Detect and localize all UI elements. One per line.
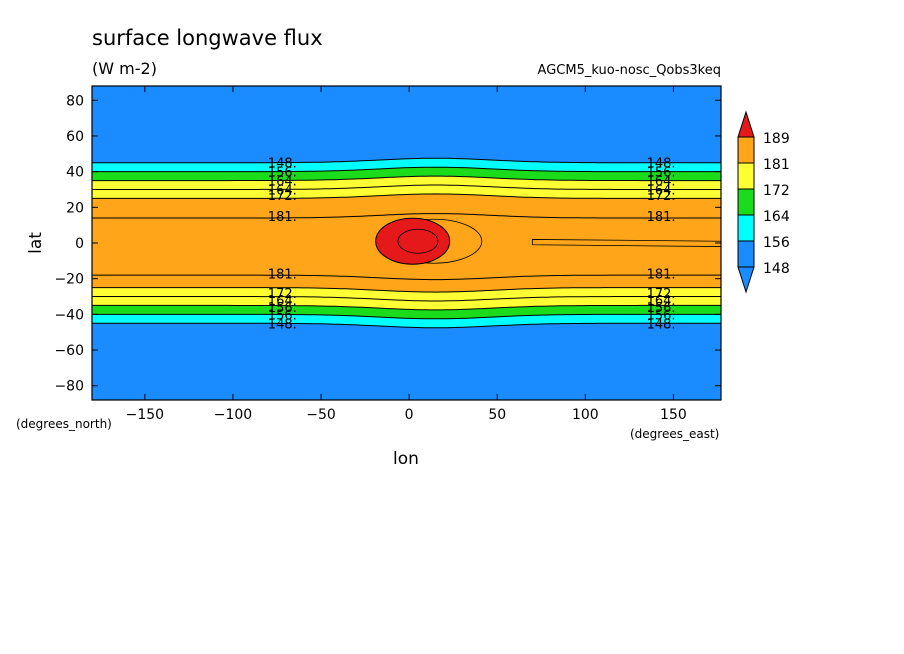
contour-label: 148. xyxy=(268,317,297,332)
contour-label: 156. xyxy=(268,166,297,181)
chart-units: (W m-2) xyxy=(92,59,157,78)
y-tick-label: −20 xyxy=(54,272,84,288)
contour-line xyxy=(92,313,721,320)
contour-label: 148. xyxy=(647,157,676,172)
contour-label: 164. xyxy=(647,294,676,309)
colorbar-arrow-top xyxy=(737,110,755,138)
contour-line xyxy=(92,175,721,182)
max-region xyxy=(375,217,451,265)
colorbar: 189 181 172 164 156 148 xyxy=(737,110,790,294)
x-tick-label: 150 xyxy=(660,407,687,423)
colorbar-label: 156 xyxy=(763,235,790,251)
x-tick-label: −50 xyxy=(306,407,336,423)
y-axis-unit: (degrees_north) xyxy=(16,417,112,431)
x-axis-label: lon xyxy=(393,449,419,469)
run-label: AGCM5_kuo-nosc_Qobs3keq xyxy=(538,63,721,78)
contour-label: 172. xyxy=(268,287,297,302)
contour-label: 148. xyxy=(647,317,676,332)
x-tick-label: 0 xyxy=(405,407,414,423)
y-tick-label: 80 xyxy=(66,93,84,109)
x-tick-label: 100 xyxy=(572,407,599,423)
y-tick-label: −60 xyxy=(54,343,84,359)
contour-label: 172. xyxy=(647,287,676,302)
colorbar-segment xyxy=(737,188,755,216)
contour-label: 148. xyxy=(268,157,297,172)
contour-label: 172. xyxy=(268,189,297,204)
plot-area: 148.156.164.164.172.181.181.172.164.156.… xyxy=(92,86,721,400)
colorbar-arrow-bottom xyxy=(737,266,755,294)
contour-label: 181. xyxy=(647,210,676,225)
colorbar-label: 189 xyxy=(763,131,790,147)
x-axis-unit: (degrees_east) xyxy=(630,427,719,441)
contour-label: 181. xyxy=(268,210,297,225)
contour-line xyxy=(397,228,439,254)
colorbar-label: 172 xyxy=(763,183,790,199)
x-tick-label: −100 xyxy=(214,407,252,423)
contour-line xyxy=(92,322,721,329)
contour-label: 164. xyxy=(268,183,297,198)
contour-line xyxy=(92,184,721,190)
contour-label: 156. xyxy=(268,301,297,316)
x-tick-label: −150 xyxy=(126,407,164,423)
contour-line xyxy=(92,166,721,173)
contour-line xyxy=(92,274,721,281)
contour-line xyxy=(92,157,721,164)
contour-label: 164. xyxy=(647,183,676,198)
colorbar-segment xyxy=(737,240,755,268)
x-axis-ticks: −150 −100 −50 0 50 100 150 xyxy=(126,86,687,423)
y-tick-label: 20 xyxy=(66,200,84,216)
contour-line xyxy=(532,239,721,247)
colorbar-segment xyxy=(737,214,755,242)
x-tick-label: 50 xyxy=(488,407,506,423)
y-tick-label: 40 xyxy=(66,165,84,181)
contour-line xyxy=(92,193,721,199)
colorbar-label: 148 xyxy=(763,261,790,277)
contour-label: 181. xyxy=(647,267,676,282)
contour-line xyxy=(92,213,721,219)
chart-title: surface longwave flux xyxy=(92,26,323,50)
y-axis-ticks: −80 −60 −40 −20 0 20 40 60 80 xyxy=(54,93,721,395)
colorbar-label: 181 xyxy=(763,157,790,173)
contour-label: 156. xyxy=(647,301,676,316)
y-tick-label: 60 xyxy=(66,129,84,145)
y-tick-label: −80 xyxy=(54,379,84,395)
contour-label: 164. xyxy=(268,175,297,190)
contour-label: 181. xyxy=(268,267,297,282)
contour-line xyxy=(92,287,721,293)
contour-label: 156. xyxy=(647,166,676,181)
contour-label: 156. xyxy=(268,308,297,323)
contour-label: 156. xyxy=(647,308,676,323)
contour-label: 164. xyxy=(647,175,676,190)
colorbar-segment xyxy=(737,136,755,164)
contour-label: 172. xyxy=(647,189,676,204)
colorbar-label: 164 xyxy=(763,209,790,225)
colorbar-segment xyxy=(737,162,755,190)
y-tick-label: −40 xyxy=(54,307,84,323)
y-axis-label: lat xyxy=(26,232,46,254)
y-tick-label: 0 xyxy=(75,236,84,252)
contour-label: 164. xyxy=(268,294,297,309)
contour-line xyxy=(92,304,721,311)
contour-line xyxy=(92,296,721,302)
